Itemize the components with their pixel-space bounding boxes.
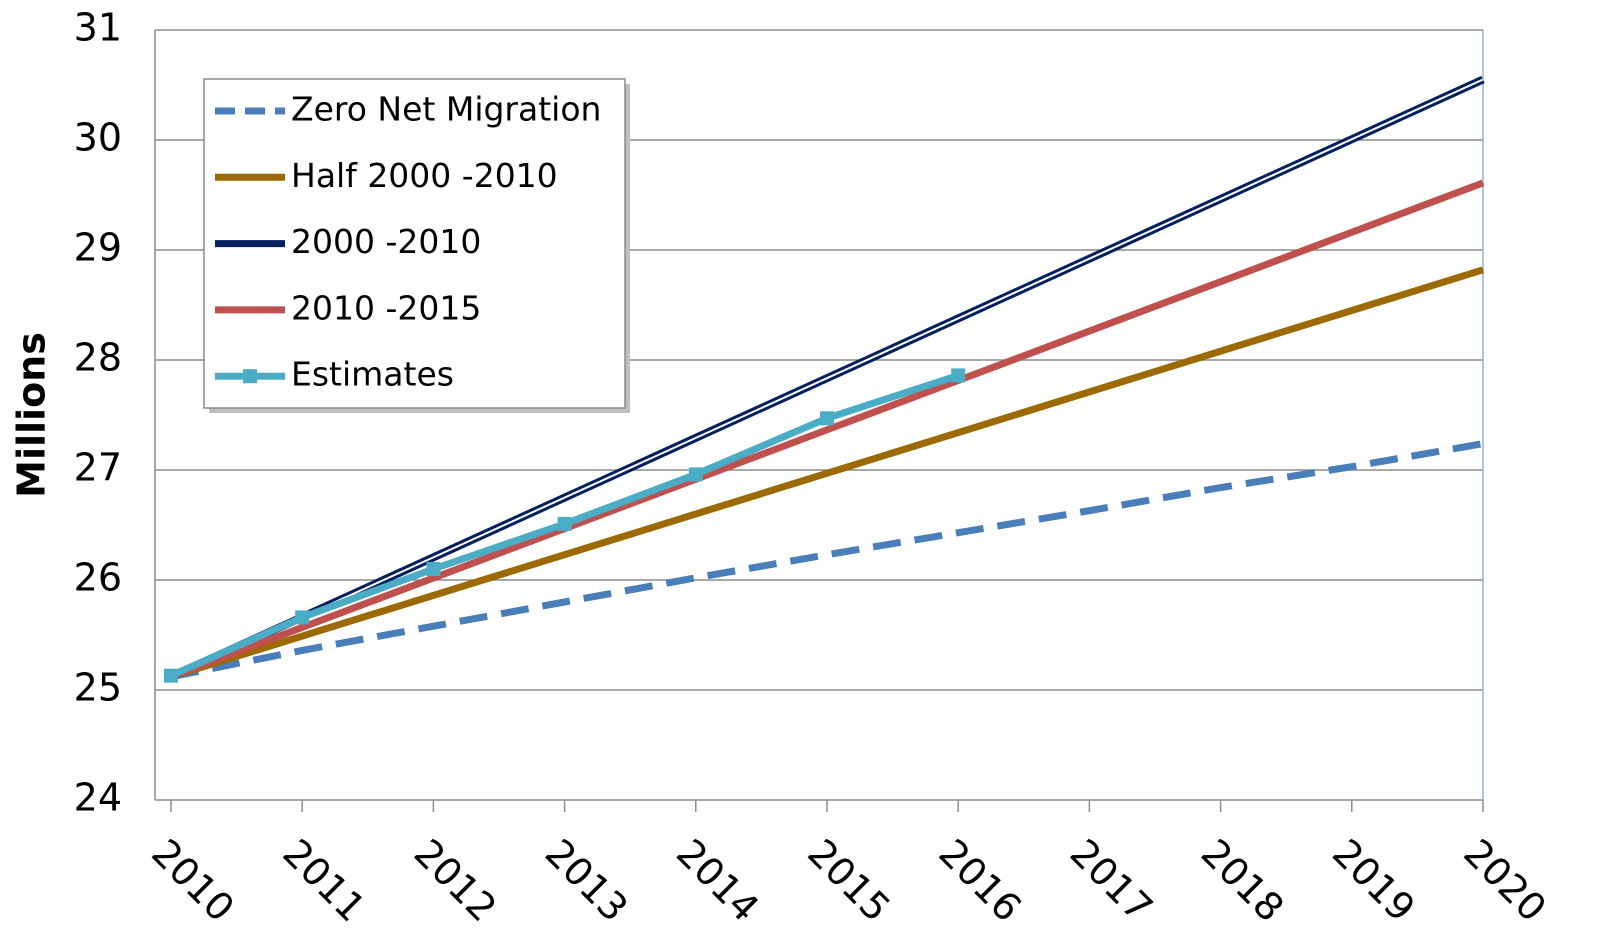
- x-tick-label: 2011: [274, 831, 374, 931]
- y-tick-label: 31: [74, 6, 122, 50]
- x-tick-label: 2019: [1324, 831, 1424, 931]
- marker: [688, 467, 703, 482]
- series-line: [169, 266, 1485, 681]
- y-tick-label: 24: [74, 776, 122, 820]
- legend-label: 2000 -2010: [291, 222, 481, 261]
- legend-label: Estimates: [291, 355, 454, 394]
- marker: [164, 668, 178, 683]
- marker: [557, 516, 572, 531]
- x-tick-label: 2010: [143, 831, 243, 931]
- marker: [820, 411, 834, 426]
- y-tick-label: 28: [74, 336, 122, 380]
- x-tick-label: 2018: [1193, 831, 1293, 931]
- y-tick-label: 29: [74, 226, 122, 270]
- x-tick-label: 2017: [1062, 831, 1162, 931]
- legend-label: Zero Net Migration: [291, 90, 601, 129]
- series-line-inner: [170, 78, 1484, 678]
- legend-label: Half 2000 -2010: [291, 156, 558, 195]
- legend-label: 2010 -2015: [291, 288, 481, 327]
- x-tick-label: 2020: [1455, 831, 1555, 931]
- x-tick-label: 2016: [930, 831, 1030, 931]
- y-axis-label: Millions: [10, 332, 54, 498]
- marker: [951, 368, 966, 383]
- marker: [426, 562, 441, 576]
- marker: [295, 610, 310, 625]
- y-tick-label: 26: [74, 556, 122, 600]
- x-tick-label: 2015: [799, 831, 899, 931]
- y-tick-label: 27: [74, 446, 122, 490]
- y-tick-label: 25: [74, 666, 122, 710]
- legend-marker: [243, 369, 257, 384]
- series-line: [169, 179, 1485, 681]
- series-line: [170, 440, 1484, 681]
- y-tick-label: 30: [74, 116, 122, 160]
- x-tick-label: 2014: [668, 831, 768, 931]
- x-tick-label: 2012: [406, 831, 506, 931]
- x-tick-label: 2013: [537, 831, 637, 931]
